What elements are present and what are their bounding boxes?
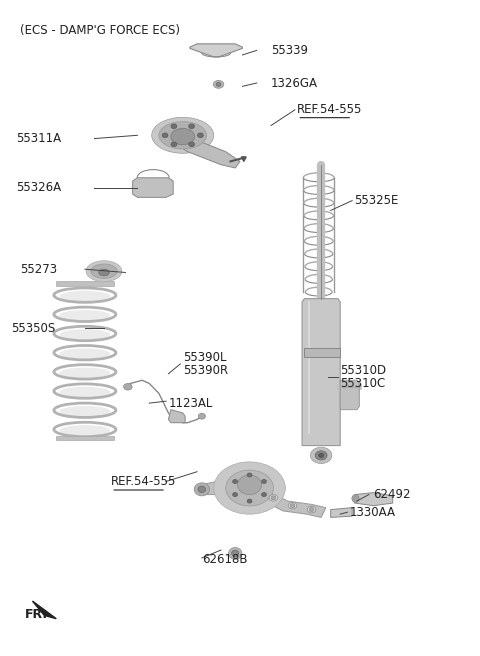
Ellipse shape xyxy=(226,470,274,506)
Ellipse shape xyxy=(311,447,332,464)
Polygon shape xyxy=(304,348,340,358)
Ellipse shape xyxy=(171,124,177,129)
Polygon shape xyxy=(56,436,114,440)
Polygon shape xyxy=(202,478,326,518)
Polygon shape xyxy=(302,298,340,445)
Text: 55326A: 55326A xyxy=(16,181,61,194)
Ellipse shape xyxy=(60,291,110,301)
Text: 55339: 55339 xyxy=(271,44,308,57)
Text: 55310C: 55310C xyxy=(340,377,385,390)
Ellipse shape xyxy=(309,508,314,512)
Ellipse shape xyxy=(216,83,221,87)
Ellipse shape xyxy=(290,504,295,508)
Ellipse shape xyxy=(159,121,206,149)
Ellipse shape xyxy=(162,133,168,138)
Ellipse shape xyxy=(60,387,110,398)
Polygon shape xyxy=(241,157,246,161)
Ellipse shape xyxy=(198,133,203,138)
Ellipse shape xyxy=(198,486,205,493)
Ellipse shape xyxy=(60,367,110,378)
Ellipse shape xyxy=(352,495,359,502)
Ellipse shape xyxy=(269,495,278,501)
Text: 62492: 62492 xyxy=(373,488,411,501)
Text: FR.: FR. xyxy=(25,607,48,621)
Ellipse shape xyxy=(60,406,110,417)
Polygon shape xyxy=(168,409,185,422)
Ellipse shape xyxy=(60,425,110,436)
Ellipse shape xyxy=(86,260,122,281)
Ellipse shape xyxy=(99,269,109,276)
Ellipse shape xyxy=(262,493,266,497)
Polygon shape xyxy=(331,508,352,518)
Text: 55390R: 55390R xyxy=(183,364,228,377)
Ellipse shape xyxy=(91,264,117,278)
Ellipse shape xyxy=(238,475,262,495)
Text: 1326GA: 1326GA xyxy=(271,77,318,89)
Ellipse shape xyxy=(228,548,242,560)
Ellipse shape xyxy=(123,384,132,390)
Text: REF.54-555: REF.54-555 xyxy=(111,475,177,488)
Ellipse shape xyxy=(60,310,110,321)
Ellipse shape xyxy=(60,329,110,340)
Ellipse shape xyxy=(60,348,110,359)
Text: 62618B: 62618B xyxy=(202,554,247,566)
Ellipse shape xyxy=(171,129,195,145)
Ellipse shape xyxy=(247,473,252,477)
Polygon shape xyxy=(56,281,114,285)
Text: 55390L: 55390L xyxy=(183,351,226,364)
Text: (ECS - DAMP'G FORCE ECS): (ECS - DAMP'G FORCE ECS) xyxy=(21,24,180,37)
Polygon shape xyxy=(340,380,360,409)
Text: 55325E: 55325E xyxy=(355,194,399,207)
Ellipse shape xyxy=(189,124,194,129)
Ellipse shape xyxy=(288,502,297,509)
Ellipse shape xyxy=(152,117,214,154)
Ellipse shape xyxy=(213,81,224,89)
Ellipse shape xyxy=(315,451,327,460)
Polygon shape xyxy=(355,493,393,506)
Ellipse shape xyxy=(214,462,285,514)
Polygon shape xyxy=(178,138,240,168)
Ellipse shape xyxy=(319,453,324,457)
Polygon shape xyxy=(132,178,173,197)
Ellipse shape xyxy=(233,480,238,483)
Polygon shape xyxy=(190,44,242,57)
Text: 55310D: 55310D xyxy=(340,364,386,377)
Ellipse shape xyxy=(233,493,238,497)
Text: REF.54-555: REF.54-555 xyxy=(297,103,363,115)
Ellipse shape xyxy=(198,413,205,419)
Text: 55311A: 55311A xyxy=(16,132,61,145)
Ellipse shape xyxy=(307,506,316,513)
Ellipse shape xyxy=(194,483,209,496)
Ellipse shape xyxy=(247,499,252,503)
Text: 1123AL: 1123AL xyxy=(168,397,213,409)
Text: 55350S: 55350S xyxy=(11,321,55,335)
Ellipse shape xyxy=(189,142,194,147)
Ellipse shape xyxy=(262,480,266,483)
Polygon shape xyxy=(33,601,56,619)
Text: 1330AA: 1330AA xyxy=(350,506,396,519)
Ellipse shape xyxy=(232,550,239,557)
Ellipse shape xyxy=(171,142,177,147)
Text: 55273: 55273 xyxy=(21,262,58,276)
Ellipse shape xyxy=(271,496,276,500)
